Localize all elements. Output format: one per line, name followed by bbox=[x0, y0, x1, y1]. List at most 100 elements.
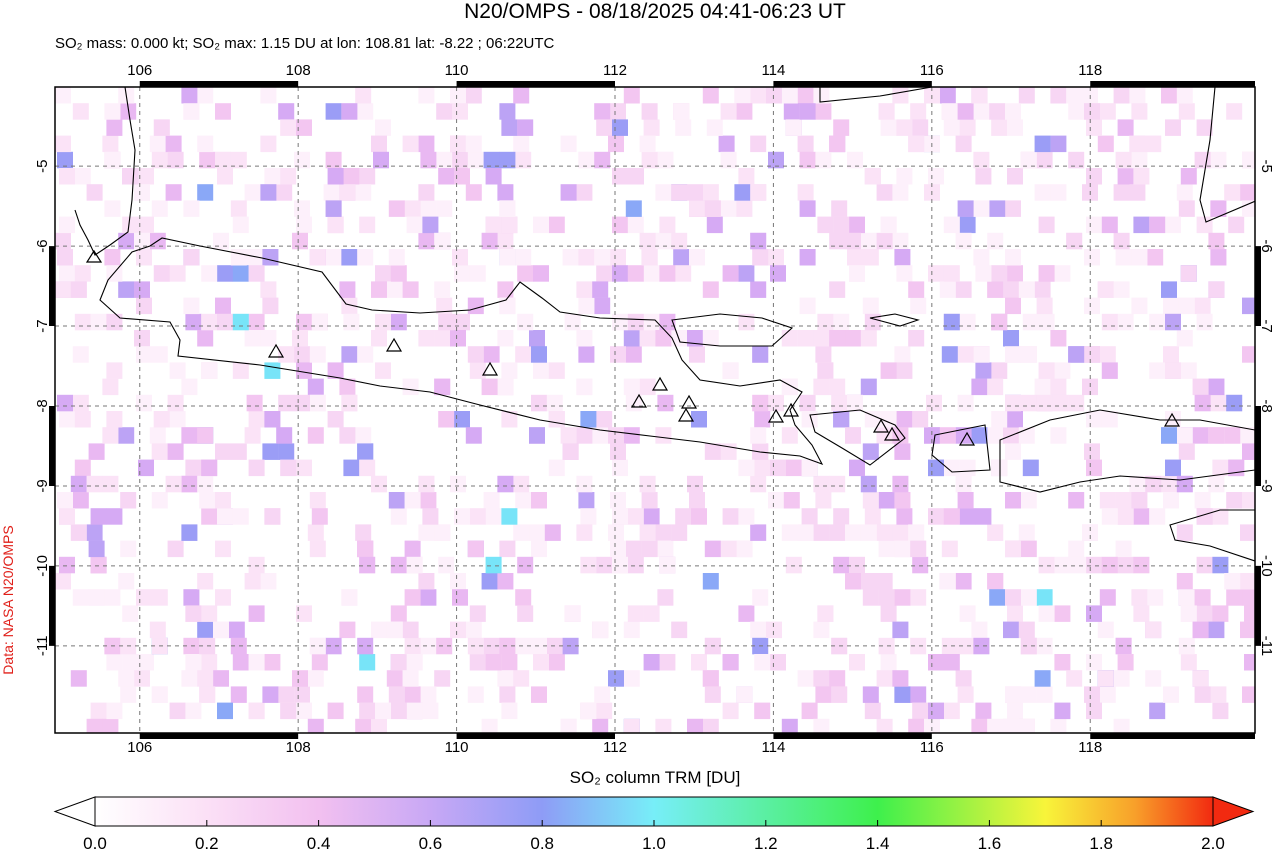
so2-pixel bbox=[912, 556, 929, 574]
so2-pixel bbox=[610, 103, 626, 120]
so2-pixel bbox=[136, 394, 152, 412]
so2-pixel bbox=[702, 670, 719, 687]
so2-pixel bbox=[1163, 492, 1179, 509]
so2-pixel bbox=[309, 637, 326, 655]
so2-pixel bbox=[817, 216, 834, 234]
so2-pixel bbox=[1194, 492, 1211, 509]
so2-pixel bbox=[1005, 394, 1021, 412]
so2-pixel bbox=[199, 686, 216, 703]
so2-pixel bbox=[943, 654, 960, 671]
so2-pixel bbox=[1145, 670, 1162, 687]
so2-pixel bbox=[55, 573, 71, 590]
so2-pixel bbox=[1050, 378, 1067, 396]
so2-pixel bbox=[738, 313, 755, 331]
so2-pixel bbox=[327, 362, 344, 379]
so2-pixel bbox=[1210, 151, 1227, 169]
so2-pixel bbox=[1020, 540, 1037, 558]
x-tick-label: 118 bbox=[1078, 62, 1102, 79]
so2-pixel bbox=[799, 151, 816, 169]
so2-pixel bbox=[311, 313, 328, 331]
so2-pixel bbox=[296, 362, 312, 379]
so2-pixel bbox=[1133, 605, 1150, 622]
so2-pixel bbox=[829, 330, 846, 347]
so2-pixel bbox=[151, 492, 168, 509]
so2-pixel bbox=[201, 313, 218, 331]
so2-pixel bbox=[260, 573, 277, 590]
so2-pixel bbox=[529, 330, 545, 347]
so2-pixel bbox=[371, 330, 387, 347]
so2-pixel bbox=[1005, 249, 1021, 266]
so2-pixel bbox=[485, 168, 502, 185]
so2-pixel bbox=[339, 621, 356, 639]
so2-pixel bbox=[781, 718, 798, 733]
so2-pixel bbox=[910, 686, 927, 703]
so2-pixel bbox=[639, 330, 656, 347]
so2-pixel bbox=[1005, 686, 1021, 703]
so2-pixel bbox=[1208, 232, 1225, 250]
so2-pixel bbox=[623, 670, 640, 687]
coastline bbox=[819, 87, 933, 103]
so2-pixel bbox=[971, 427, 988, 444]
so2-pixel bbox=[831, 394, 848, 412]
so2-pixel bbox=[752, 394, 769, 412]
so2-pixel bbox=[1003, 621, 1019, 639]
so2-pixel bbox=[230, 200, 247, 217]
coastline bbox=[74, 87, 136, 256]
so2-pixel bbox=[217, 508, 233, 525]
so2-pixel bbox=[325, 249, 342, 266]
so2-pixel bbox=[1101, 216, 1118, 234]
so2-pixel bbox=[562, 443, 579, 460]
so2-pixel bbox=[499, 297, 516, 315]
so2-pixel bbox=[627, 313, 644, 331]
so2-pixel bbox=[955, 427, 972, 444]
so2-pixel bbox=[1005, 346, 1021, 363]
so2-pixel bbox=[657, 589, 674, 606]
so2-pixel bbox=[515, 151, 532, 169]
so2-pixel bbox=[1082, 524, 1098, 541]
so2-pixel bbox=[102, 135, 119, 153]
so2-pixel bbox=[657, 394, 674, 412]
so2-pixel bbox=[359, 168, 376, 185]
so2-pixel bbox=[975, 362, 992, 379]
so2-pixel bbox=[768, 249, 784, 266]
so2-pixel bbox=[501, 654, 518, 671]
so2-pixel bbox=[499, 151, 516, 169]
so2-pixel bbox=[975, 508, 992, 525]
volcano bbox=[767, 408, 785, 423]
so2-pixel bbox=[232, 508, 249, 525]
so2-pixel bbox=[1180, 362, 1197, 379]
so2-pixel bbox=[153, 265, 170, 282]
so2-pixel bbox=[612, 508, 628, 525]
volcano bbox=[782, 402, 800, 417]
so2-pixel bbox=[849, 265, 865, 282]
so2-pixel bbox=[434, 232, 451, 250]
so2-pixel bbox=[513, 135, 530, 153]
so2-pixel bbox=[768, 394, 784, 412]
so2-pixel bbox=[1054, 702, 1071, 720]
so2-pixel bbox=[957, 686, 974, 703]
so2-pixel bbox=[560, 135, 577, 153]
so2-pixel bbox=[912, 119, 929, 136]
so2-pixel bbox=[339, 281, 356, 298]
so2-pixel bbox=[675, 119, 692, 136]
so2-pixel bbox=[655, 330, 672, 347]
so2-pixel bbox=[169, 362, 186, 379]
so2-pixel bbox=[1099, 346, 1116, 363]
so2-pixel bbox=[434, 378, 451, 396]
so2-pixel bbox=[781, 87, 798, 104]
so2-pixel bbox=[485, 216, 502, 234]
so2-pixel bbox=[232, 362, 249, 379]
so2-pixel bbox=[1208, 427, 1225, 444]
so2-pixel bbox=[513, 524, 530, 541]
so2-pixel bbox=[768, 492, 784, 509]
so2-pixel bbox=[1086, 702, 1102, 720]
so2-pixel bbox=[264, 168, 281, 185]
so2-pixel bbox=[452, 151, 468, 169]
so2-pixel bbox=[244, 184, 261, 201]
so2-pixel bbox=[72, 394, 89, 412]
so2-pixel bbox=[1018, 524, 1035, 541]
so2-pixel bbox=[560, 184, 577, 201]
so2-pixel bbox=[341, 249, 358, 266]
so2-pixel bbox=[1068, 346, 1085, 363]
so2-pixel bbox=[169, 265, 186, 282]
